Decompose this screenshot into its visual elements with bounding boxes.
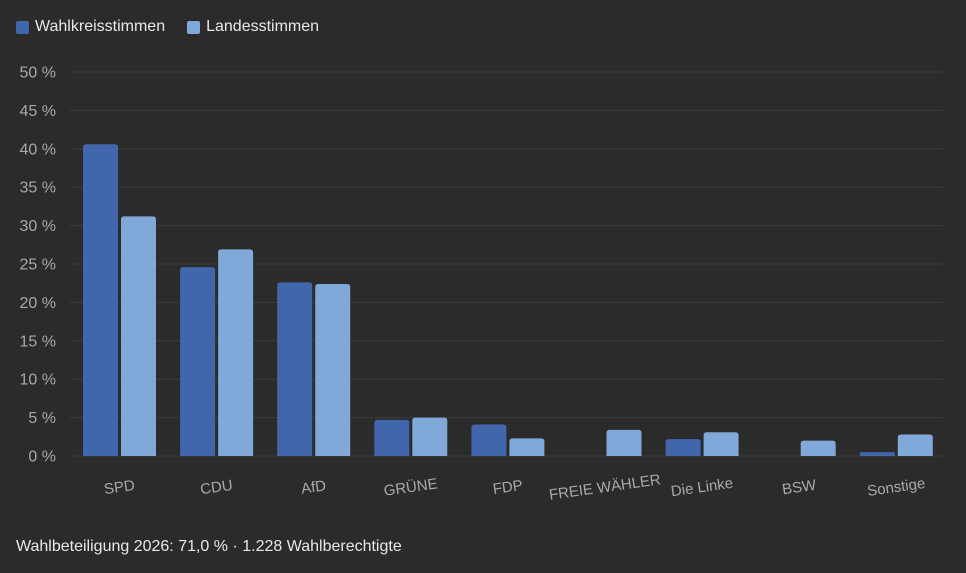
bar-landesstimmen[interactable]	[606, 429, 642, 456]
legend-label-wahlkreisstimmen: Wahlkreisstimmen	[35, 18, 166, 35]
bar-landesstimmen[interactable]	[897, 434, 933, 456]
y-tick-label: 20 %	[20, 295, 56, 312]
x-tick-label: GRÜNE	[383, 474, 439, 499]
legend-swatch-wahlkreisstimmen	[16, 20, 29, 34]
bar-landesstimmen[interactable]	[509, 438, 545, 456]
bar-landesstimmen[interactable]	[218, 249, 254, 456]
chart-legend: Wahlkreisstimmen Landesstimmen	[16, 18, 319, 36]
x-tick-label: Die Linke	[670, 475, 734, 501]
x-tick-label: Sonstige	[866, 475, 926, 500]
bar-landesstimmen[interactable]	[703, 432, 739, 456]
x-tick-label: FDP	[492, 477, 524, 498]
legend-label-landesstimmen: Landesstimmen	[206, 18, 320, 35]
bar-landesstimmen[interactable]	[412, 417, 448, 456]
bar-wahlkreisstimmen[interactable]	[374, 419, 410, 456]
bar-landesstimmen[interactable]	[121, 216, 156, 456]
bar-wahlkreisstimmen[interactable]	[277, 282, 313, 456]
y-tick-label: 15 %	[20, 333, 56, 350]
x-tick-label: AfD	[300, 477, 327, 497]
bar-wahlkreisstimmen[interactable]	[83, 144, 118, 456]
legend-item-landesstimmen[interactable]: Landesstimmen	[187, 18, 319, 36]
y-tick-label: 45 %	[20, 103, 56, 120]
x-tick-label: SPD	[103, 477, 136, 498]
y-tick-label: 25 %	[20, 257, 56, 274]
y-tick-label: 5 %	[28, 410, 56, 427]
bar-wahlkreisstimmen[interactable]	[665, 439, 701, 456]
bar-wahlkreisstimmen[interactable]	[859, 452, 895, 456]
y-tick-label: 50 %	[20, 65, 56, 82]
turnout-footer: Wahlbeteiligung 2026: 71,0 % · 1.228 Wah…	[16, 538, 402, 555]
bar-landesstimmen[interactable]	[800, 440, 836, 456]
x-tick-label: CDU	[199, 477, 234, 498]
y-tick-label: 40 %	[20, 141, 56, 158]
bar-landesstimmen[interactable]	[315, 283, 351, 456]
y-tick-label: 0 %	[28, 449, 56, 466]
x-tick-label: BSW	[781, 477, 818, 499]
legend-swatch-landesstimmen	[187, 20, 201, 34]
x-tick-label: FREIE WÄHLER	[548, 471, 662, 504]
y-tick-label: 10 %	[20, 372, 56, 389]
y-tick-label: 35 %	[20, 180, 56, 197]
y-tick-label: 30 %	[20, 218, 56, 235]
bar-wahlkreisstimmen[interactable]	[180, 267, 216, 456]
legend-item-wahlkreisstimmen[interactable]: Wahlkreisstimmen	[16, 18, 165, 36]
bar-wahlkreisstimmen[interactable]	[471, 424, 507, 456]
